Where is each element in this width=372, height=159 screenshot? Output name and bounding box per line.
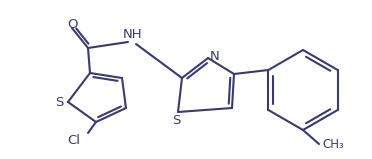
Text: NH: NH (123, 28, 143, 41)
Text: N: N (210, 49, 220, 62)
Text: S: S (55, 97, 63, 110)
Text: O: O (68, 17, 78, 31)
Text: S: S (172, 114, 180, 127)
Text: CH₃: CH₃ (322, 138, 344, 152)
Text: Cl: Cl (67, 134, 80, 146)
